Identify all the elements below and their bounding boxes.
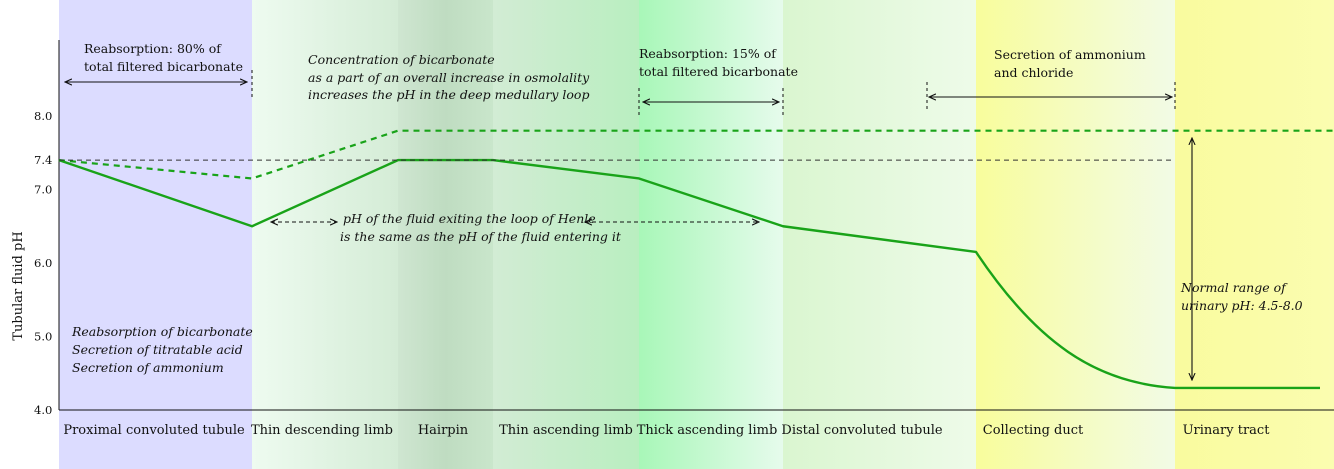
segment-label-urinary: Urinary tract: [1183, 423, 1271, 438]
y-axis-label: Tubular fluid pH: [11, 231, 26, 340]
segment-label-thick-ascending: Thick ascending limb: [637, 423, 778, 438]
annotation-proximal-processes: Reabsorption of bicarbonate Secretion of…: [71, 324, 253, 375]
annotation-loop-ph: pH of the fluid exiting the loop of Henl…: [340, 211, 622, 244]
segment-label-thin-ascending: Thin ascending limb: [499, 423, 633, 438]
y-tick-label: 8.0: [34, 109, 52, 123]
segment-band: [783, 0, 976, 469]
annotation-line: urinary pH: 4.5-8.0: [1181, 298, 1303, 313]
segment-band: [1175, 0, 1334, 469]
y-tick-label: 6.0: [34, 256, 52, 270]
segment-label-collecting: Collecting duct: [983, 423, 1084, 438]
segment-band: [59, 0, 252, 469]
annotation-line: increases the pH in the deep medullary l…: [308, 87, 589, 102]
segment-label-proximal: Proximal convoluted tubule: [63, 423, 245, 438]
segment-band: [493, 0, 639, 469]
annotation-line: pH of the fluid exiting the loop of Henl…: [343, 211, 596, 226]
annotation-reabsorption-80: Reabsorption: 80% of total filtered bica…: [84, 41, 243, 74]
y-tick-label: 5.0: [34, 330, 52, 344]
series-line-dashed: [58, 129, 1334, 180]
annotation-line: Normal range of: [1180, 280, 1288, 295]
annotation-line: as a part of an overall increase in osmo…: [308, 70, 590, 85]
annotation-line: and chloride: [994, 65, 1073, 80]
annotation-line: total filtered bicarbonate: [639, 64, 798, 79]
annotation-line: is the same as the pH of the fluid enter…: [340, 229, 622, 244]
annotation-urinary-range: Normal range of urinary pH: 4.5-8.0: [1180, 280, 1303, 313]
annotation-line: Concentration of bicarbonate: [308, 52, 495, 67]
annotation-reabsorption-15: Reabsorption: 15% of total filtered bica…: [639, 46, 798, 79]
segment-backgrounds: [59, 0, 1334, 469]
annotation-line: Secretion of titratable acid: [72, 342, 243, 357]
annotation-line: Reabsorption: 80% of: [84, 41, 222, 56]
annotation-line: Reabsorption: 15% of: [639, 46, 777, 61]
annotation-line: Secretion of ammonium: [994, 47, 1146, 62]
segment-label-distal: Distal convoluted tubule: [781, 423, 943, 438]
segment-band: [976, 0, 1175, 469]
segment-band: [252, 0, 398, 469]
annotation-line: Secretion of ammonium: [72, 360, 224, 375]
axes: 8.0 7.4 7.0 6.0 5.0 4.0: [34, 40, 1334, 417]
segment-labels: Proximal convoluted tubule Thin descendi…: [63, 423, 1270, 438]
series-lines: [58, 129, 1334, 390]
annotation-line: total filtered bicarbonate: [84, 59, 243, 74]
segment-band: [398, 0, 493, 469]
series-line-solid: [58, 158, 1320, 390]
annotation-line: Reabsorption of bicarbonate: [71, 324, 253, 339]
annotation-secretion-ammonium: Secretion of ammonium and chloride: [994, 47, 1146, 80]
y-tick-label: 7.4: [34, 153, 52, 167]
segment-band: [639, 0, 783, 469]
segment-label-thin-descending: Thin descending limb: [251, 423, 393, 438]
annotation-concentration: Concentration of bicarbonate as a part o…: [308, 52, 590, 102]
segment-label-hairpin: Hairpin: [418, 423, 469, 438]
y-tick-label: 4.0: [34, 403, 52, 417]
y-tick-label: 7.0: [34, 183, 52, 197]
annotation-graphics: [65, 70, 1192, 380]
